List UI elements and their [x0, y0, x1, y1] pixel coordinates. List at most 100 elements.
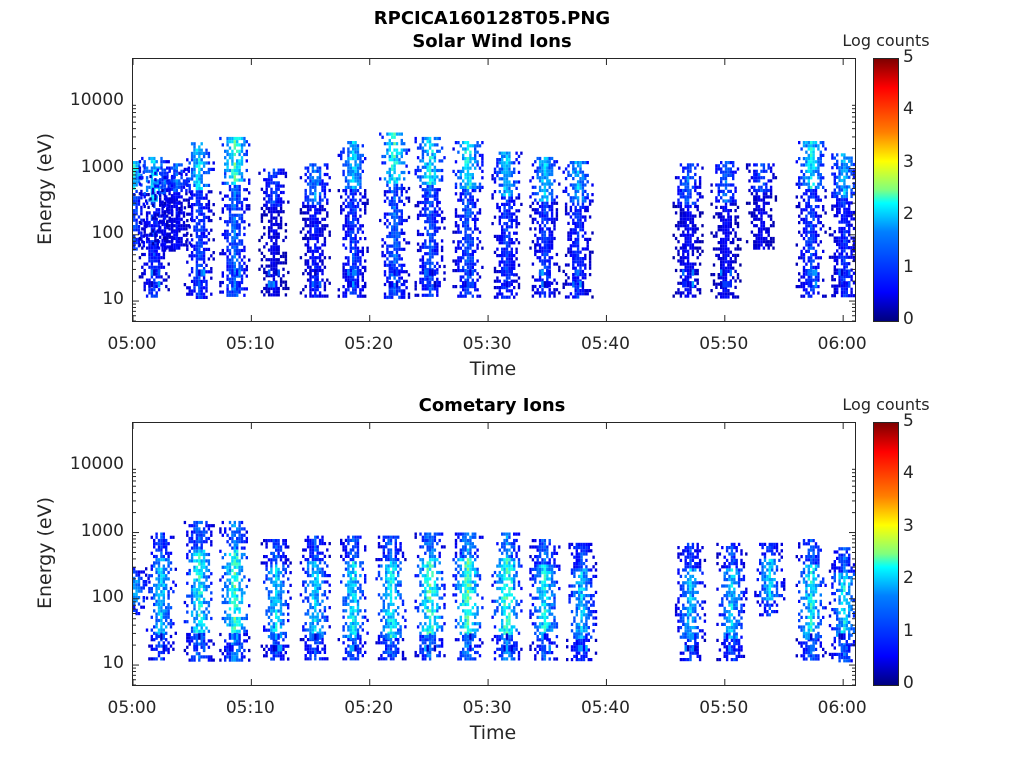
count-cell [765, 227, 768, 231]
count-cell [567, 282, 570, 286]
count-cell [433, 220, 437, 224]
count-cell [722, 276, 725, 280]
count-cell [474, 189, 477, 193]
count-cell [581, 173, 585, 177]
count-cell [686, 198, 690, 202]
count-cell [391, 244, 394, 248]
count-cell [173, 185, 176, 189]
count-cell [579, 180, 582, 184]
count-cell [466, 256, 470, 260]
count-cell [383, 241, 387, 245]
count-cell [161, 200, 164, 204]
count-cell [195, 148, 199, 152]
count-cell [205, 235, 208, 239]
count-cell [231, 261, 234, 265]
count-cell [160, 262, 163, 266]
count-cell [712, 279, 716, 283]
count-cell [505, 161, 509, 165]
count-cell [739, 237, 742, 241]
count-cell [819, 160, 822, 164]
count-cell [347, 227, 350, 231]
count-cell [226, 290, 229, 294]
count-cell [155, 224, 158, 228]
count-cell [400, 199, 403, 203]
count-cell [277, 251, 280, 255]
count-cell [168, 166, 171, 170]
count-cell [734, 234, 737, 238]
count-cell [233, 245, 236, 249]
count-cell [426, 194, 429, 198]
count-cell [505, 151, 509, 155]
count-cell [414, 284, 417, 288]
count-cell [347, 150, 350, 154]
count-cell [352, 288, 355, 292]
count-cell [496, 158, 499, 162]
count-cell [304, 166, 307, 170]
count-cell [185, 224, 188, 228]
count-cell [724, 167, 728, 171]
count-cell [140, 212, 143, 216]
count-cell [359, 269, 362, 273]
count-cell [321, 252, 324, 257]
count-cell [805, 288, 808, 292]
count-cell [755, 246, 758, 250]
count-cell [154, 235, 157, 239]
count-cell [314, 169, 317, 173]
count-cell [148, 291, 151, 295]
count-cell [279, 277, 283, 281]
count-cell [757, 188, 761, 193]
count-cell [765, 236, 768, 241]
count-cell [198, 206, 201, 210]
count-cell [762, 208, 766, 212]
count-cell [689, 262, 692, 266]
count-cell [732, 193, 735, 197]
count-cell [155, 195, 158, 199]
count-cell [722, 221, 725, 225]
count-cell [383, 154, 387, 159]
count-cell [538, 256, 542, 260]
count-cell [836, 166, 839, 170]
count-cell [228, 261, 232, 265]
count-cell [469, 259, 472, 263]
count-cell [501, 266, 504, 270]
ion-burst [337, 141, 369, 298]
count-cell [501, 257, 504, 261]
count-cell [734, 186, 737, 190]
count-cell [736, 244, 740, 248]
count-cell [170, 243, 174, 247]
count-cell [263, 245, 266, 249]
count-cell [173, 179, 176, 183]
count-cell [161, 222, 164, 227]
count-cell [243, 232, 246, 237]
count-cell [520, 202, 523, 206]
count-cell [260, 216, 264, 220]
count-cell [814, 224, 818, 228]
count-cell [224, 229, 227, 233]
count-cell [431, 162, 434, 166]
count-cell [724, 209, 728, 213]
count-cell [388, 186, 391, 191]
count-cell [505, 254, 509, 258]
count-cell [349, 208, 352, 212]
count-cell [260, 290, 264, 294]
count-cell [306, 195, 310, 199]
count-cell [772, 246, 775, 250]
count-cell [546, 211, 549, 215]
count-cell [810, 256, 813, 260]
count-cell [137, 228, 141, 232]
count-cell [200, 283, 203, 287]
count-cell [326, 278, 329, 282]
count-cell [238, 290, 241, 294]
count-cell [133, 225, 136, 229]
count-cell [689, 166, 692, 170]
count-cell [684, 185, 687, 189]
count-cell [822, 208, 825, 212]
count-cell [772, 172, 775, 177]
count-cell [265, 200, 268, 204]
count-cell [170, 217, 174, 221]
count-cell [510, 247, 513, 251]
count-cell [503, 164, 506, 168]
count-cell [546, 188, 549, 193]
count-cell [694, 294, 697, 298]
count-cell [309, 288, 312, 292]
